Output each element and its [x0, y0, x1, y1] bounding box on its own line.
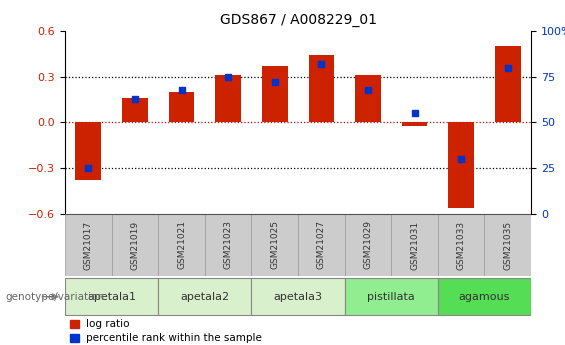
- Bar: [122, 98, 147, 122]
- Bar: [205, 214, 251, 276]
- Bar: [158, 214, 205, 276]
- Bar: [76, 122, 101, 180]
- Bar: [158, 278, 251, 315]
- Title: GDS867 / A008229_01: GDS867 / A008229_01: [220, 13, 376, 27]
- Bar: [438, 278, 531, 315]
- Text: log ratio: log ratio: [86, 319, 129, 329]
- Text: apetala3: apetala3: [273, 292, 323, 302]
- Bar: [65, 278, 158, 315]
- Text: genotype/variation: genotype/variation: [6, 292, 105, 302]
- Bar: [215, 75, 241, 122]
- Text: GSM21023: GSM21023: [224, 220, 233, 269]
- Text: GSM21027: GSM21027: [317, 220, 326, 269]
- Text: apetala1: apetala1: [87, 292, 136, 302]
- Bar: [345, 278, 438, 315]
- Bar: [251, 214, 298, 276]
- Text: GSM21035: GSM21035: [503, 220, 512, 269]
- Text: agamous: agamous: [459, 292, 510, 302]
- Bar: [345, 214, 392, 276]
- Text: GSM21033: GSM21033: [457, 220, 466, 269]
- Bar: [308, 56, 334, 122]
- Bar: [169, 92, 194, 122]
- Text: GSM21031: GSM21031: [410, 220, 419, 269]
- Text: GSM21025: GSM21025: [270, 220, 279, 269]
- Bar: [449, 122, 474, 208]
- Text: pistillata: pistillata: [367, 292, 415, 302]
- Bar: [262, 66, 288, 122]
- Bar: [251, 278, 345, 315]
- Bar: [112, 214, 158, 276]
- Text: percentile rank within the sample: percentile rank within the sample: [86, 333, 262, 343]
- Text: apetala2: apetala2: [180, 292, 229, 302]
- Bar: [355, 75, 381, 122]
- Text: GSM21029: GSM21029: [363, 220, 372, 269]
- Bar: [69, 334, 79, 342]
- Bar: [65, 214, 112, 276]
- Bar: [485, 214, 531, 276]
- Bar: [392, 214, 438, 276]
- Text: GSM21021: GSM21021: [177, 220, 186, 269]
- Bar: [402, 122, 427, 126]
- Bar: [69, 320, 79, 328]
- Text: GSM21017: GSM21017: [84, 220, 93, 269]
- Text: GSM21019: GSM21019: [131, 220, 140, 269]
- Bar: [495, 46, 520, 122]
- Bar: [298, 214, 345, 276]
- Bar: [438, 214, 485, 276]
